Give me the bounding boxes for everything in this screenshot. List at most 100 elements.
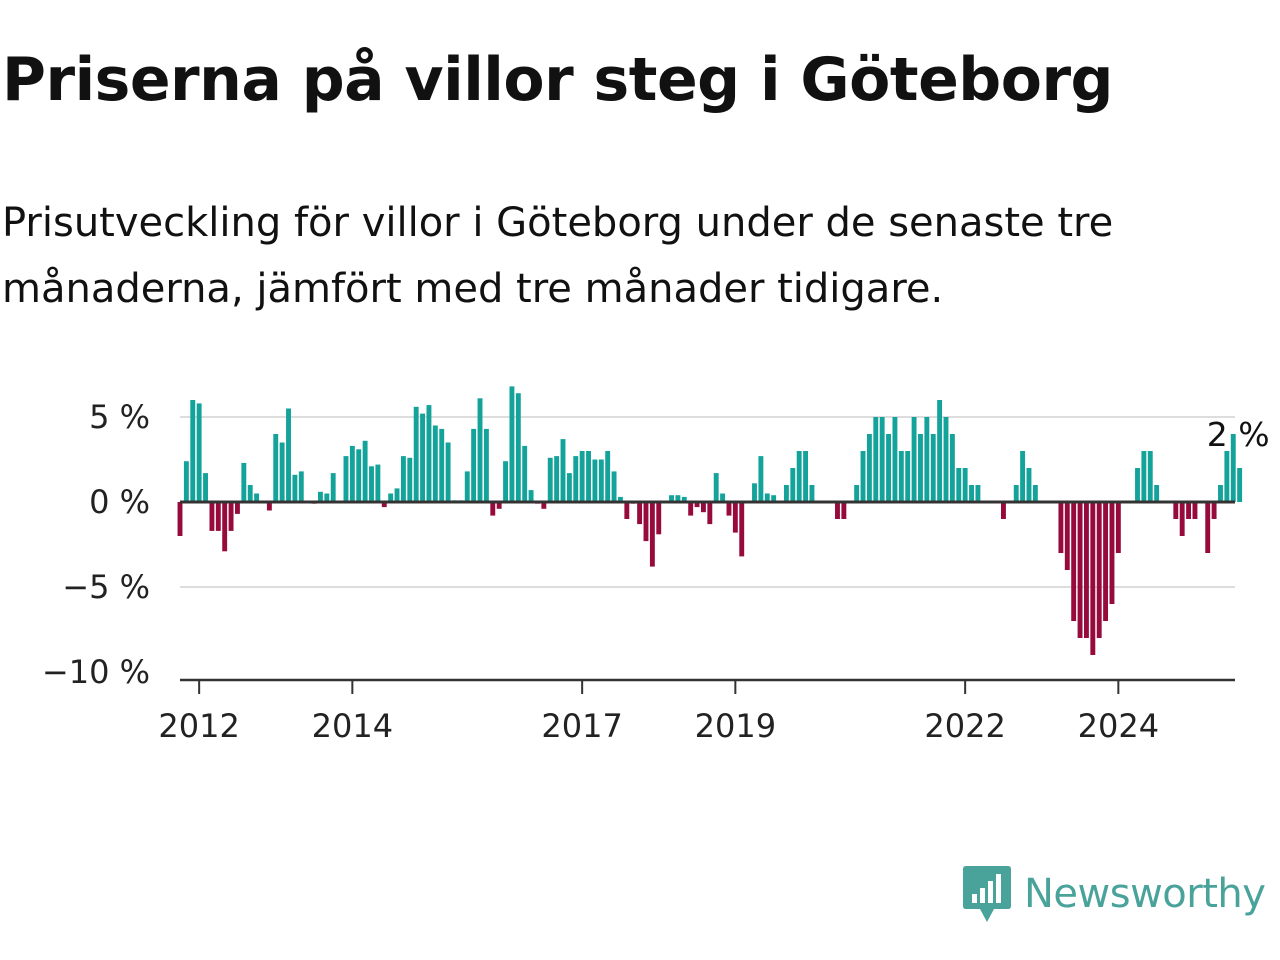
bar <box>873 417 879 502</box>
bar <box>528 490 534 502</box>
bar <box>758 456 764 502</box>
last-value-label: 2 % <box>1207 415 1270 454</box>
bar <box>388 493 394 502</box>
y-tick-label: −10 % <box>42 653 150 691</box>
chart-subtitle: Prisutveckling för villor i Göteborg und… <box>2 200 1114 312</box>
bar <box>222 502 228 552</box>
x-axis-labels: 2012 2014 2017 2019 2022 2024 <box>158 680 1159 745</box>
bar <box>190 400 196 502</box>
bar <box>1115 502 1121 553</box>
bar <box>407 457 413 502</box>
bar <box>1026 468 1032 502</box>
bar <box>783 485 789 502</box>
bar <box>1186 502 1192 519</box>
bar <box>196 403 202 502</box>
bar <box>803 451 809 502</box>
bar <box>911 417 917 502</box>
bar <box>579 451 585 502</box>
bar <box>975 485 981 502</box>
bar <box>886 434 891 502</box>
bar <box>796 451 802 502</box>
bar <box>496 502 502 509</box>
bar <box>739 502 745 557</box>
bar <box>464 471 470 502</box>
bar <box>1135 468 1140 502</box>
bar <box>713 473 719 502</box>
bar <box>1001 502 1006 519</box>
bar <box>1218 485 1223 502</box>
bar <box>675 495 681 502</box>
bar <box>1071 502 1077 621</box>
bar <box>1013 485 1019 502</box>
bar <box>700 502 706 513</box>
bar <box>471 428 477 502</box>
bar <box>752 483 757 502</box>
bar <box>1230 434 1236 502</box>
bar <box>228 502 234 531</box>
bar <box>860 451 866 502</box>
bar <box>1090 502 1096 655</box>
bar <box>605 451 611 502</box>
bar <box>1020 451 1026 502</box>
y-tick-label: 0 % <box>89 483 150 521</box>
bar <box>962 468 968 502</box>
bar <box>1058 502 1064 553</box>
bar <box>866 434 872 502</box>
bar <box>343 456 349 502</box>
bar <box>656 502 662 535</box>
bar <box>618 496 623 502</box>
bar <box>490 502 496 516</box>
bar <box>1096 502 1102 638</box>
bar <box>381 502 387 508</box>
bar <box>809 485 815 502</box>
bar <box>394 488 400 502</box>
bar <box>369 466 374 502</box>
bar <box>688 502 694 516</box>
bar <box>426 405 432 502</box>
bar <box>835 502 840 519</box>
bar <box>918 434 923 502</box>
gridlines <box>180 416 1235 588</box>
bar <box>592 459 598 502</box>
bar <box>209 502 215 531</box>
bar <box>183 461 189 502</box>
bar <box>266 502 272 511</box>
bar <box>235 502 240 514</box>
bar <box>854 485 860 502</box>
bar <box>483 428 489 502</box>
bar <box>720 493 726 502</box>
bar <box>1179 502 1185 536</box>
bar <box>649 502 655 567</box>
y-tick-label: 5 % <box>89 398 150 436</box>
bar <box>566 473 572 502</box>
bar <box>1224 451 1230 502</box>
bar <box>439 428 445 502</box>
bar <box>892 417 898 502</box>
bar <box>930 434 936 502</box>
bar <box>1147 451 1153 502</box>
bar <box>956 468 962 502</box>
bar <box>413 406 419 502</box>
bar <box>375 464 381 502</box>
bar <box>279 442 285 502</box>
bar <box>324 493 330 502</box>
bar <box>726 502 732 516</box>
bar <box>586 451 591 502</box>
bar <box>637 502 643 525</box>
bar <box>509 386 515 502</box>
bar <box>292 474 298 502</box>
brand-name: Newsworthy <box>1024 871 1266 917</box>
bar <box>1032 485 1038 502</box>
bar <box>898 451 904 502</box>
x-tick-label: 2012 <box>158 707 239 745</box>
bar <box>541 502 547 509</box>
bar <box>247 485 253 502</box>
bar <box>554 456 560 502</box>
bar <box>669 495 674 502</box>
bar <box>400 456 406 502</box>
bar <box>547 457 553 502</box>
bar <box>969 485 974 502</box>
bar <box>273 434 279 502</box>
bar <box>573 456 579 502</box>
bar <box>177 502 183 536</box>
